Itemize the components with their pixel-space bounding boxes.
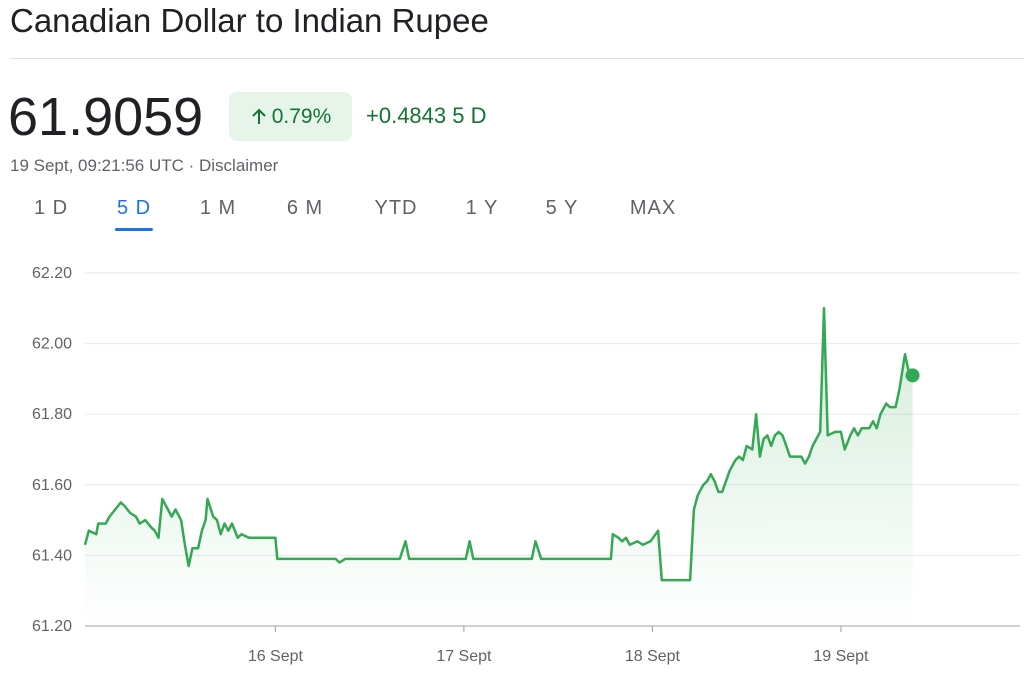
- range-tab[interactable]: 5 D: [114, 197, 154, 231]
- range-tab[interactable]: 1 M: [199, 197, 237, 219]
- x-tick-label: 16 Sept: [248, 648, 304, 665]
- y-tick-label: 61.40: [32, 547, 72, 564]
- range-tab[interactable]: 6 M: [286, 197, 324, 219]
- up-arrow: [252, 108, 266, 124]
- change: +0.4843 5 D: [366, 103, 487, 129]
- y-tick-label: 61.80: [32, 406, 72, 423]
- range-tab[interactable]: 1 D: [33, 197, 69, 219]
- percent-badge: 0.79%: [229, 92, 352, 141]
- price-line: [83, 307, 914, 582]
- x-tick-label: 17 Sept: [436, 648, 492, 665]
- area: [85, 308, 913, 626]
- y-tick-label: 61.20: [32, 618, 72, 635]
- x-tick-label: 18 Sept: [625, 648, 681, 665]
- title: Canadian Dollar to Indian Rupee: [10, 2, 489, 39]
- price: 61.9059: [8, 87, 204, 147]
- range-tab[interactable]: YTD: [374, 197, 418, 219]
- y-tick-label: 62.20: [32, 265, 72, 282]
- change-value: +0.4843: [366, 103, 447, 128]
- separator: [10, 58, 1024, 59]
- x-tick-label: 19 Sept: [813, 648, 869, 665]
- y-tick-label: 62.00: [32, 336, 72, 353]
- range-tab[interactable]: MAX: [629, 197, 677, 219]
- last-point: [905, 368, 920, 383]
- y-tick-label: 61.60: [32, 477, 72, 494]
- range-tab[interactable]: 5 Y: [545, 197, 579, 219]
- timestamp: 19 Sept, 09:21:56 UTC · Disclaimer: [10, 156, 279, 175]
- change-period: 5 D: [452, 103, 487, 128]
- percent-change: 0.79%: [271, 104, 332, 128]
- range-tab[interactable]: 1 Y: [465, 197, 499, 219]
